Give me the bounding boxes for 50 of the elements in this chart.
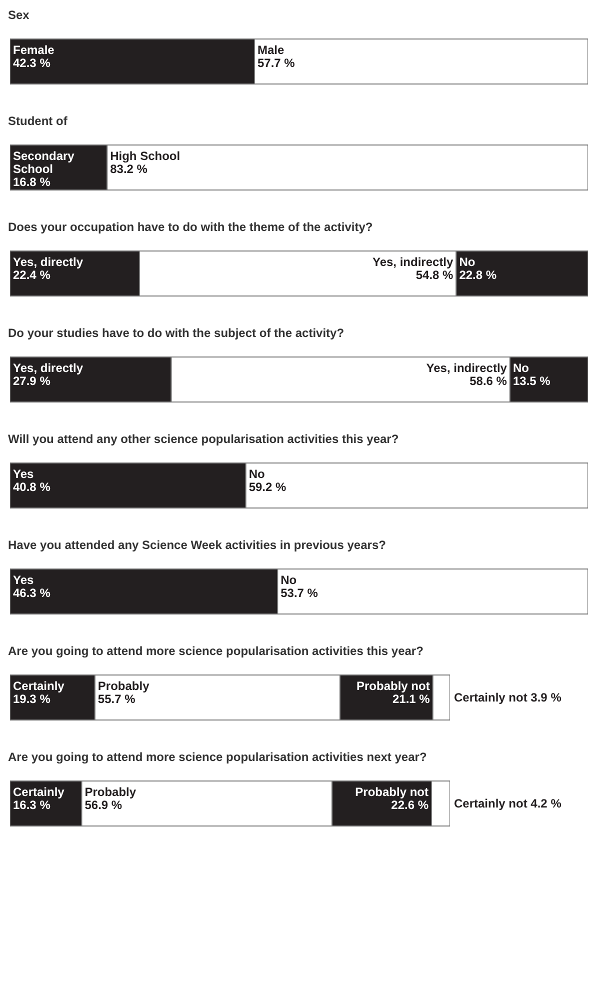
chart-title: Are you going to attend more science popularisation activities next year? bbox=[8, 750, 428, 764]
series-label: No bbox=[280, 573, 297, 587]
chart-title: Will you attend any other science popularisation activities this year? bbox=[8, 432, 400, 446]
series-label: Yes, indirectly bbox=[372, 255, 454, 269]
series-label: Probably bbox=[84, 785, 136, 799]
series-label: Secondary School bbox=[13, 149, 75, 176]
series-label: Probably not bbox=[355, 785, 429, 799]
data-label: 40.8 % bbox=[13, 480, 51, 494]
series-label: Male bbox=[257, 43, 284, 57]
data-label: 83.2 % bbox=[110, 162, 148, 176]
data-label: 42.3 % bbox=[13, 56, 51, 70]
data-label: 46.3 % bbox=[13, 586, 51, 600]
series-label: Yes bbox=[13, 573, 34, 587]
data-label: 53.7 % bbox=[280, 586, 318, 600]
data-label: 57.7 % bbox=[257, 56, 296, 70]
data-label: 21.1 % bbox=[392, 692, 430, 706]
data-label: 58.6 % bbox=[470, 374, 508, 388]
data-label: 16.8 % bbox=[13, 175, 51, 189]
series-label: Yes, directly bbox=[13, 255, 84, 269]
data-label: 16.3 % bbox=[13, 798, 51, 812]
data-label: 56.9 % bbox=[84, 798, 122, 812]
data-label: 27.9 % bbox=[13, 374, 51, 388]
series-label: Female bbox=[13, 43, 55, 57]
data-label: 19.3 % bbox=[13, 692, 51, 706]
chart-title: Student of bbox=[8, 114, 68, 128]
data-label: 22.6 % bbox=[391, 798, 429, 812]
text: Certainly not 3.9 % bbox=[454, 690, 562, 704]
data-label: 54.8 % bbox=[416, 268, 454, 282]
data-label: 55.7 % bbox=[98, 692, 136, 706]
chart-title: Are you going to attend more science popularisation activities this year? bbox=[8, 644, 424, 658]
chart-title: Sex bbox=[8, 8, 30, 22]
series-label: No bbox=[459, 255, 476, 269]
series-label: Yes, directly bbox=[13, 361, 84, 375]
data-label: 22.4 % bbox=[13, 268, 51, 282]
series-label: Yes, indirectly bbox=[426, 361, 508, 375]
series-label: Probably not bbox=[356, 679, 430, 693]
series-label: High School bbox=[110, 149, 180, 163]
series-label: No bbox=[248, 467, 265, 481]
chart-title: Do your studies have to do with the subject of the activity? bbox=[8, 326, 346, 340]
data-label: 22.8 % bbox=[459, 268, 497, 282]
data-label: 13.5 % bbox=[512, 374, 551, 388]
series-label: Yes bbox=[13, 467, 34, 481]
series-label: Probably bbox=[98, 679, 150, 693]
series-label: Certainly bbox=[13, 785, 65, 799]
text: Certainly not 4.2 % bbox=[454, 796, 562, 810]
series-label: Certainly bbox=[13, 679, 65, 693]
series-label: No bbox=[512, 361, 529, 375]
chart-title: Does your occupation have to do with the theme of the activity? bbox=[8, 220, 374, 234]
chart-title: Have you attended any Science Week activities in previous years? bbox=[8, 538, 387, 552]
data-label: 59.2 % bbox=[248, 480, 287, 494]
